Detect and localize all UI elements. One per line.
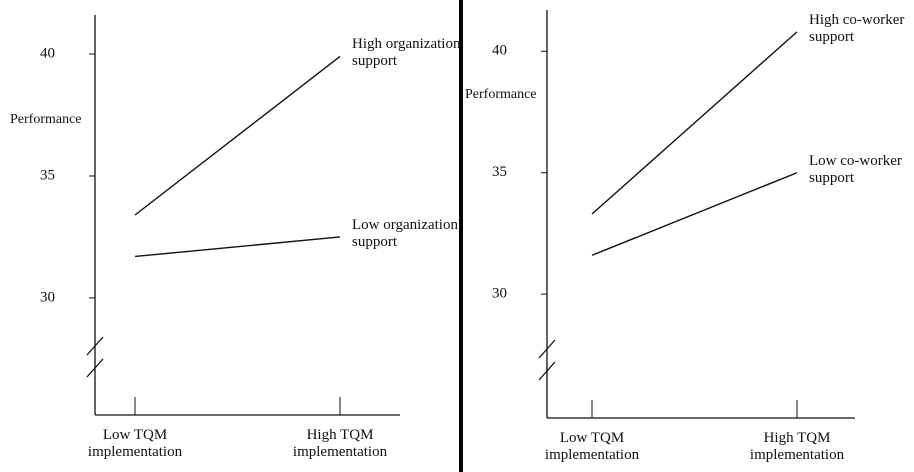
axis-break [538, 361, 556, 381]
series-label: High co-worker support [809, 11, 905, 45]
axis-break [86, 358, 104, 378]
x-tick-label: Low TQM implementation [544, 430, 640, 463]
x-tick-label: High TQM implementation [749, 430, 845, 463]
y-tick-label: 30 [492, 286, 507, 302]
series-label: Low organization support [352, 216, 458, 250]
line [591, 172, 798, 256]
axis-break [86, 336, 104, 356]
series-label: High organization support [352, 36, 461, 70]
y-axis-label: Performance [465, 87, 537, 102]
y-tick-label: 35 [492, 164, 507, 180]
x-tick-label: High TQM implementation [292, 427, 388, 460]
y-axis-label: Performance [10, 112, 82, 127]
line [134, 55, 341, 216]
y-tick-label: 40 [492, 43, 507, 59]
line [134, 236, 341, 258]
line [591, 31, 798, 215]
x-tick-label: Low TQM implementation [87, 427, 183, 460]
y-tick-label: 40 [40, 45, 55, 61]
y-tick-label: 30 [40, 289, 55, 305]
series-label: Low co-worker support [809, 152, 902, 186]
axis-break [538, 339, 556, 359]
y-tick-label: 35 [40, 167, 55, 183]
